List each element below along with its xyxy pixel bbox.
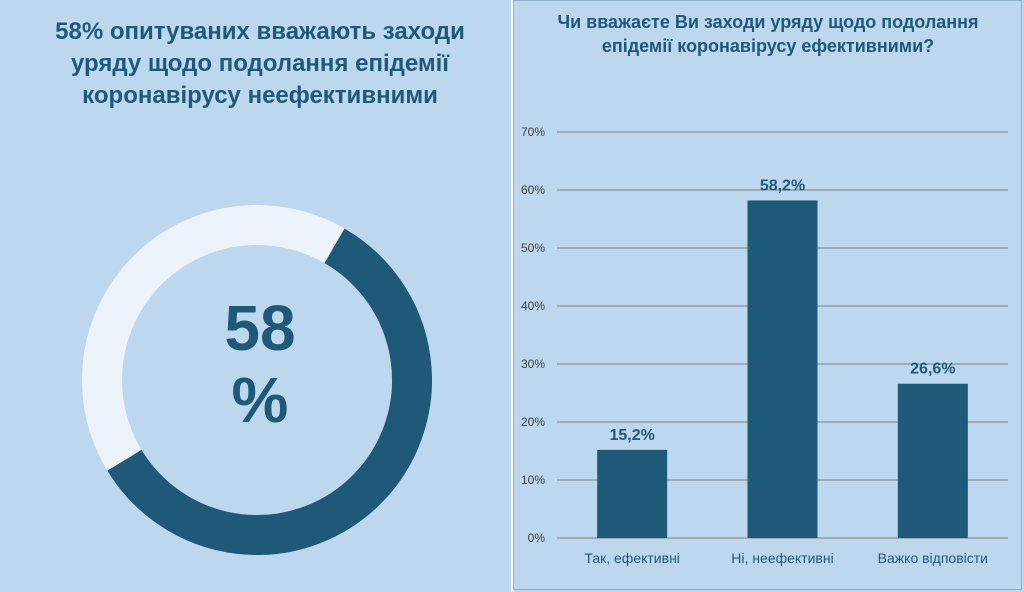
bar-chart: 0% 10% 20% 30% 40% 50% 60% 70% 15,2% Так, ефектив… xyxy=(521,125,1008,566)
donut-value-number: 58 xyxy=(224,292,296,364)
donut-chart xyxy=(82,205,432,555)
left-panel: 58% опитуваних вважають заходи уряду щод… xyxy=(0,0,511,592)
y-tick-label: 20% xyxy=(521,415,545,429)
donut-value-label: 58 % xyxy=(170,292,350,436)
x-category-label: Важко відповісти xyxy=(878,550,988,566)
bar xyxy=(597,449,668,538)
right-panel: Чи вважаєте Ви заходи уряду щодо подолан… xyxy=(513,0,1024,592)
bar-data-label: 15,2% xyxy=(609,427,654,444)
y-tick-label: 60% xyxy=(521,183,545,197)
headline: 58% опитуваних вважають заходи уряду щод… xyxy=(55,18,465,109)
bar-data-label: 58,2% xyxy=(760,177,805,194)
y-tick-label: 30% xyxy=(521,357,545,371)
y-tick-label: 0% xyxy=(528,531,546,545)
x-category-label: Так, ефективні xyxy=(584,550,680,566)
bar-data-label: 26,6% xyxy=(910,361,955,378)
donut-filled-arc xyxy=(107,228,432,555)
y-tick-label: 70% xyxy=(521,125,545,139)
chart-frame xyxy=(513,0,1022,590)
bar xyxy=(747,200,818,538)
bar xyxy=(897,383,968,538)
y-tick-label: 50% xyxy=(521,241,545,255)
y-tick-label: 40% xyxy=(521,299,545,313)
donut-value-unit: % xyxy=(231,364,289,436)
x-category-label: Ні, неефективні xyxy=(731,550,833,566)
panel-divider xyxy=(511,0,513,592)
y-tick-label: 10% xyxy=(521,473,545,487)
chart-title: Чи вважаєте Ви заходи уряду щодо подолан… xyxy=(557,12,979,56)
